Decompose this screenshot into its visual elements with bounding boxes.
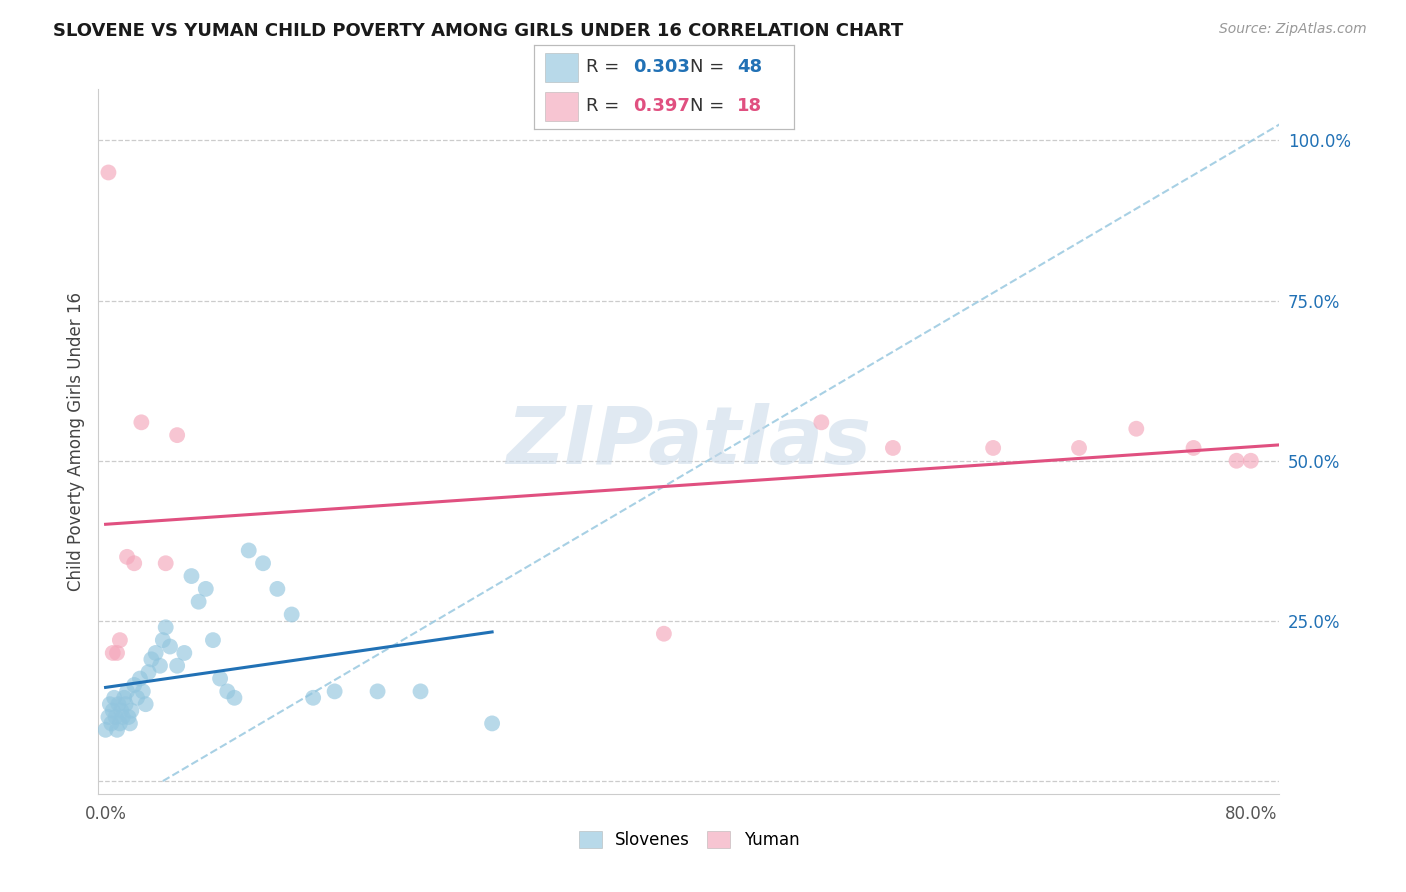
- Point: [107, 697, 129, 711]
- Point: [252, 556, 274, 570]
- Point: [173, 646, 195, 660]
- Point: [97, 165, 120, 179]
- Point: [652, 626, 675, 640]
- Text: R =: R =: [586, 97, 626, 115]
- Point: [105, 723, 128, 737]
- Point: [159, 640, 181, 654]
- Point: [166, 428, 188, 442]
- Point: [101, 646, 124, 660]
- Point: [1225, 454, 1247, 468]
- Bar: [544, 92, 578, 120]
- Point: [1182, 441, 1205, 455]
- Text: N =: N =: [690, 97, 730, 115]
- Text: 48: 48: [737, 59, 762, 77]
- Point: [409, 684, 432, 698]
- Point: [194, 582, 217, 596]
- Point: [104, 710, 127, 724]
- Point: [115, 549, 138, 564]
- Bar: [544, 54, 578, 82]
- Point: [266, 582, 288, 596]
- Point: [105, 646, 128, 660]
- Point: [131, 415, 153, 429]
- Point: [152, 633, 174, 648]
- Point: [129, 672, 152, 686]
- Point: [981, 441, 1004, 455]
- Point: [101, 704, 124, 718]
- Point: [111, 710, 134, 724]
- Text: ZIPatlas: ZIPatlas: [506, 402, 872, 481]
- Point: [108, 716, 131, 731]
- Text: 0.303: 0.303: [633, 59, 690, 77]
- Point: [224, 690, 246, 705]
- Point: [1067, 441, 1090, 455]
- Point: [810, 415, 832, 429]
- Point: [94, 723, 117, 737]
- Point: [117, 710, 139, 724]
- Point: [120, 704, 142, 718]
- Point: [103, 690, 125, 705]
- Point: [110, 704, 132, 718]
- Point: [122, 556, 145, 570]
- Point: [135, 697, 157, 711]
- Point: [108, 633, 131, 648]
- Point: [882, 441, 904, 455]
- Point: [367, 684, 389, 698]
- Point: [100, 716, 122, 731]
- Point: [280, 607, 302, 622]
- Point: [138, 665, 160, 680]
- Point: [187, 595, 209, 609]
- Point: [180, 569, 202, 583]
- Point: [149, 658, 172, 673]
- Point: [209, 672, 232, 686]
- Point: [217, 684, 239, 698]
- Text: 0.397: 0.397: [633, 97, 690, 115]
- Point: [201, 633, 224, 648]
- Point: [132, 684, 155, 698]
- Point: [155, 620, 177, 634]
- Point: [98, 697, 121, 711]
- Text: Source: ZipAtlas.com: Source: ZipAtlas.com: [1219, 22, 1367, 37]
- Point: [125, 690, 148, 705]
- Point: [155, 556, 177, 570]
- Point: [238, 543, 260, 558]
- Text: N =: N =: [690, 59, 730, 77]
- Point: [141, 652, 163, 666]
- Point: [122, 678, 145, 692]
- Point: [97, 710, 120, 724]
- Point: [1125, 422, 1147, 436]
- Point: [115, 684, 138, 698]
- Y-axis label: Child Poverty Among Girls Under 16: Child Poverty Among Girls Under 16: [66, 292, 84, 591]
- Point: [481, 716, 503, 731]
- Point: [166, 658, 188, 673]
- Point: [118, 716, 141, 731]
- Point: [302, 690, 325, 705]
- Point: [112, 690, 135, 705]
- Point: [114, 697, 136, 711]
- Text: 18: 18: [737, 97, 762, 115]
- Legend: Slovenes, Yuman: Slovenes, Yuman: [572, 824, 806, 856]
- Text: SLOVENE VS YUMAN CHILD POVERTY AMONG GIRLS UNDER 16 CORRELATION CHART: SLOVENE VS YUMAN CHILD POVERTY AMONG GIR…: [53, 22, 904, 40]
- Text: R =: R =: [586, 59, 626, 77]
- Point: [1240, 454, 1263, 468]
- Point: [145, 646, 167, 660]
- Point: [323, 684, 346, 698]
